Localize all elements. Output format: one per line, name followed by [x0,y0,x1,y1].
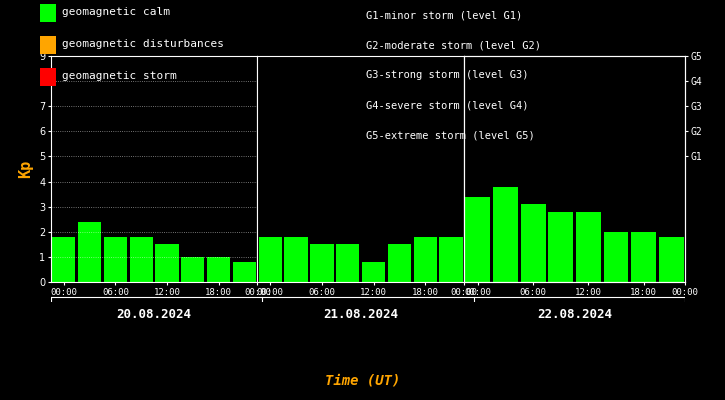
Text: geomagnetic disturbances: geomagnetic disturbances [62,39,223,49]
Bar [388,244,411,282]
Bar [207,257,231,282]
Bar [576,212,601,282]
Text: 20.08.2024: 20.08.2024 [117,308,191,321]
Text: G5-extreme storm (level G5): G5-extreme storm (level G5) [366,130,535,140]
Bar [548,212,573,282]
Bar [493,186,518,282]
Text: 21.08.2024: 21.08.2024 [323,308,398,321]
Bar [130,237,153,282]
Text: G4-severe storm (level G4): G4-severe storm (level G4) [366,100,529,110]
Bar [631,232,656,282]
Bar [604,232,629,282]
Bar [465,197,490,282]
Bar [155,244,178,282]
Bar [414,237,437,282]
Text: G2-moderate storm (level G2): G2-moderate storm (level G2) [366,40,541,50]
Text: G1-minor storm (level G1): G1-minor storm (level G1) [366,10,523,20]
Text: geomagnetic storm: geomagnetic storm [62,71,176,81]
Text: geomagnetic calm: geomagnetic calm [62,7,170,17]
Bar [659,237,684,282]
Bar [336,244,360,282]
Bar [284,237,307,282]
Bar [259,237,282,282]
Bar [78,222,101,282]
Bar [521,204,545,282]
Bar [310,244,334,282]
Bar [104,237,127,282]
Text: 22.08.2024: 22.08.2024 [537,308,612,321]
Text: G3-strong storm (level G3): G3-strong storm (level G3) [366,70,529,80]
Bar [181,257,204,282]
Bar [233,262,256,282]
Y-axis label: Kp: Kp [18,160,33,178]
Bar [362,262,385,282]
Bar [52,237,75,282]
Text: Time (UT): Time (UT) [325,373,400,387]
Bar [439,237,463,282]
